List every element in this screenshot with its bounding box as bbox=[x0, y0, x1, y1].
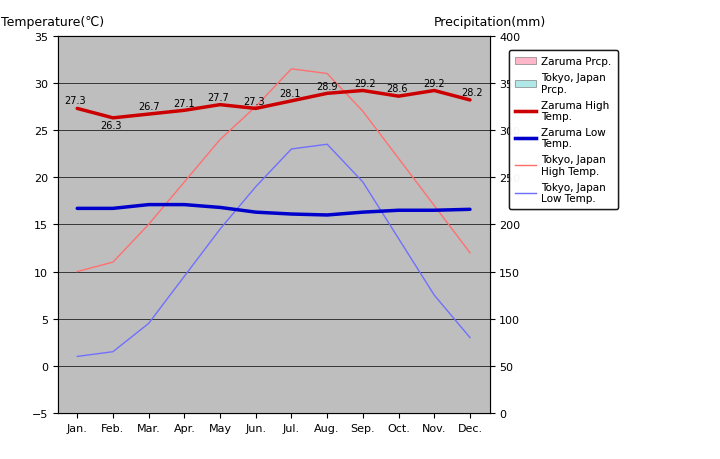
Bar bbox=[184, 319, 196, 413]
Text: 26.3: 26.3 bbox=[101, 121, 122, 131]
Text: 28.6: 28.6 bbox=[386, 84, 408, 94]
Text: Precipitation(mm): Precipitation(mm) bbox=[433, 16, 546, 29]
Text: 27.3: 27.3 bbox=[65, 95, 86, 106]
Bar bbox=[77, 401, 89, 413]
Text: 28.1: 28.1 bbox=[279, 89, 300, 99]
Bar bbox=[66, 244, 77, 413]
Text: 27.3: 27.3 bbox=[243, 96, 265, 106]
Bar bbox=[138, 140, 148, 413]
Bar bbox=[399, 225, 410, 413]
Text: 27.7: 27.7 bbox=[207, 93, 229, 103]
Text: 28.2: 28.2 bbox=[461, 88, 482, 98]
Bar bbox=[459, 357, 470, 413]
Legend: Zaruma Prcp., Tokyo, Japan
Prcp., Zaruma High
Temp., Zaruma Low
Temp., Tokyo, Ja: Zaruma Prcp., Tokyo, Japan Prcp., Zaruma… bbox=[509, 51, 618, 210]
Bar bbox=[434, 206, 446, 413]
Text: Temperature(℃): Temperature(℃) bbox=[1, 16, 104, 29]
Bar bbox=[113, 408, 125, 413]
Bar bbox=[292, 291, 303, 413]
Text: 26.7: 26.7 bbox=[138, 102, 160, 112]
Bar bbox=[256, 281, 267, 413]
Bar bbox=[148, 338, 160, 413]
Bar bbox=[173, 357, 184, 413]
Text: 27.1: 27.1 bbox=[174, 98, 195, 108]
Bar bbox=[423, 361, 434, 413]
Bar bbox=[363, 220, 374, 413]
Bar bbox=[470, 404, 482, 413]
Bar bbox=[327, 291, 338, 413]
Bar bbox=[220, 309, 231, 413]
Text: 29.2: 29.2 bbox=[423, 78, 445, 89]
Text: 28.9: 28.9 bbox=[317, 81, 338, 91]
Bar bbox=[102, 206, 113, 413]
Text: 29.2: 29.2 bbox=[354, 78, 376, 89]
